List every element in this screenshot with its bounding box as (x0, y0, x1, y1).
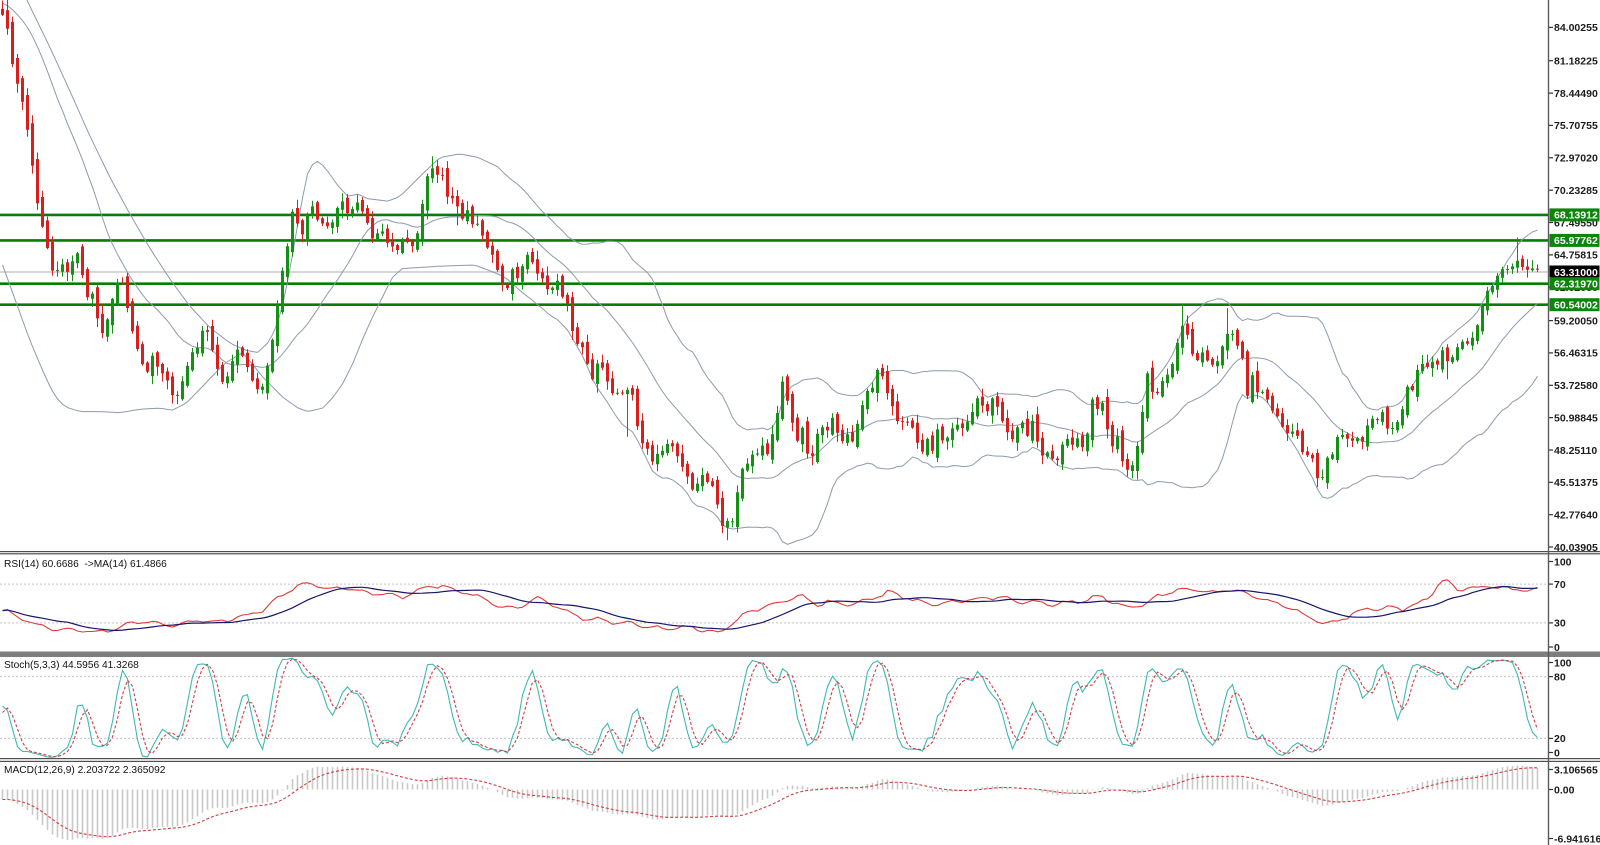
svg-text:68.13912: 68.13912 (1554, 210, 1598, 222)
svg-text:48.25110: 48.25110 (1554, 445, 1597, 457)
svg-text:45.51375: 45.51375 (1554, 477, 1598, 489)
svg-text:84.00255: 84.00255 (1554, 22, 1598, 34)
svg-text:62.31970: 62.31970 (1554, 279, 1598, 291)
svg-text:59.20050: 59.20050 (1554, 315, 1598, 327)
svg-text:20: 20 (1554, 733, 1566, 745)
svg-text:53.72580: 53.72580 (1554, 380, 1598, 392)
svg-text:65.97762: 65.97762 (1554, 235, 1598, 247)
svg-text:-6.941616: -6.941616 (1554, 833, 1600, 845)
svg-text:75.70755: 75.70755 (1554, 120, 1598, 132)
svg-text:MACD(12,26,9) 2.203722 2.36509: MACD(12,26,9) 2.203722 2.365092 (4, 765, 166, 776)
svg-text:RSI(14) 60.6686 ->MA(14) 61.4: RSI(14) 60.6686 ->MA(14) 61.4866 (4, 559, 167, 570)
svg-text:30: 30 (1554, 618, 1566, 630)
svg-text:81.18225: 81.18225 (1554, 56, 1598, 68)
svg-text:40.03905: 40.03905 (1554, 542, 1598, 554)
svg-text:64.75815: 64.75815 (1554, 250, 1598, 262)
svg-text:50.98845: 50.98845 (1554, 412, 1598, 424)
svg-text:70.23285: 70.23285 (1554, 185, 1598, 197)
svg-text:60.54002: 60.54002 (1554, 300, 1598, 312)
svg-text:0: 0 (1554, 642, 1560, 654)
svg-text:0: 0 (1554, 747, 1560, 759)
svg-text:3.106565: 3.106565 (1554, 764, 1598, 776)
svg-text:100: 100 (1554, 556, 1572, 568)
svg-text:70: 70 (1554, 579, 1566, 591)
svg-text:78.44490: 78.44490 (1554, 88, 1598, 100)
svg-text:0.00: 0.00 (1554, 784, 1575, 796)
svg-text:42.77640: 42.77640 (1554, 510, 1598, 522)
svg-text:63.31000: 63.31000 (1554, 267, 1598, 279)
svg-text:56.46315: 56.46315 (1554, 348, 1598, 360)
svg-text:72.97020: 72.97020 (1554, 153, 1598, 165)
svg-text:80: 80 (1554, 671, 1566, 683)
svg-text:100: 100 (1554, 657, 1572, 669)
svg-text:Stoch(5,3,3) 44.5956 41.3268: Stoch(5,3,3) 44.5956 41.3268 (4, 660, 139, 671)
